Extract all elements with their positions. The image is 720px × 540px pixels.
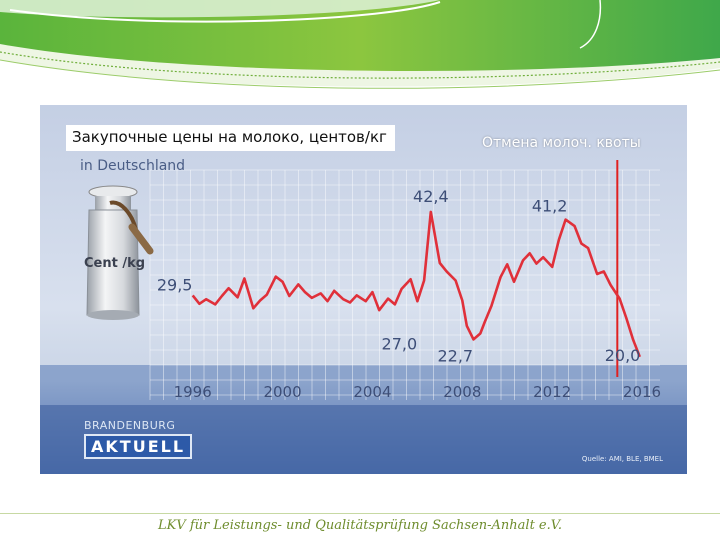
- x-tick-label: 2016: [623, 383, 661, 401]
- x-tick-label: 2000: [263, 383, 301, 401]
- grid: [149, 169, 660, 400]
- quota-annotation: Отмена молоч. квоты: [482, 135, 641, 151]
- x-axis-tick-labels: 1996 2000 2004 2008 2012 2016: [174, 383, 662, 401]
- x-tick-label: 2008: [443, 383, 481, 401]
- data-label: 27,0: [382, 335, 418, 354]
- unit-label: Cent /kg: [84, 256, 146, 271]
- footer-text: LKV für Leistungs- und Qualitätsprüfung …: [157, 518, 563, 533]
- source-note: Quelle: AMI, BLE, BMEL: [581, 455, 663, 463]
- station-logo: AKTUELL: [84, 434, 193, 459]
- data-label: 20,0: [605, 346, 641, 365]
- chart-title: Закупочные цены на молоко, центов/кг: [66, 125, 395, 151]
- x-tick-label: 1996: [174, 383, 212, 401]
- data-label: 22,7: [437, 346, 473, 365]
- chart-panel: 1996 2000 2004 2008 2012 2016 29,5 27,0 42,4 22,…: [40, 105, 687, 474]
- data-label: 41,2: [532, 197, 568, 216]
- x-tick-label: 2004: [353, 383, 391, 401]
- milk-can-icon: [86, 185, 154, 320]
- decorative-green-swoosh: [0, 0, 720, 89]
- data-label: 29,5: [157, 275, 193, 294]
- data-labels: 29,5 27,0 42,4 22,7 41,2 20,0: [157, 187, 640, 365]
- data-label: 42,4: [413, 187, 449, 206]
- line-chart: 1996 2000 2004 2008 2012 2016 29,5 27,0 42,4 22,…: [40, 105, 687, 474]
- station-brand-top: BRANDENBURG: [84, 419, 176, 432]
- x-tick-label: 2012: [533, 383, 571, 401]
- chart-subtitle: in Deutschland: [80, 158, 186, 174]
- footer-divider: [0, 513, 720, 514]
- series-line-milk-price: [191, 210, 642, 358]
